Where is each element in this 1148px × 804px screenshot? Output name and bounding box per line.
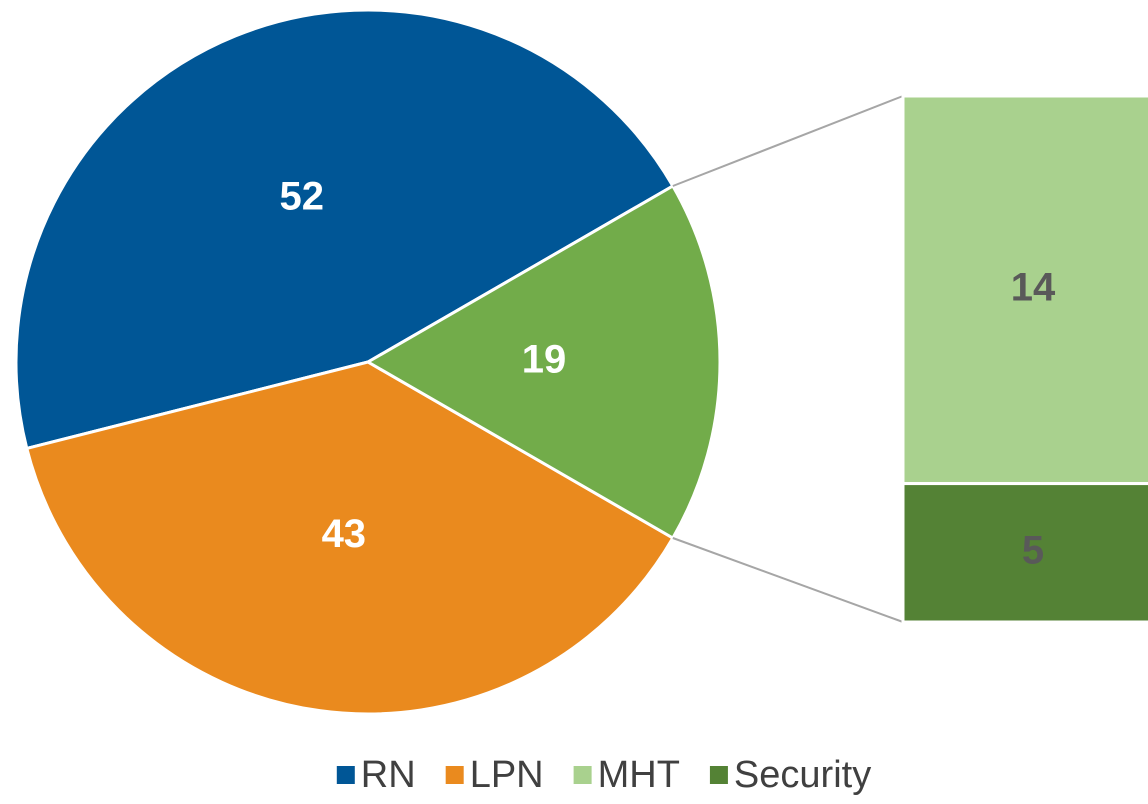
legend-label: Security xyxy=(734,754,871,796)
pie-slice xyxy=(14,8,675,451)
legend-label: RN xyxy=(361,754,416,796)
bar-label: 5 xyxy=(1022,528,1044,572)
pie-slice xyxy=(24,360,675,716)
bar-label: 14 xyxy=(1011,265,1056,309)
legend-swatch xyxy=(573,766,592,784)
slice-label: 19 xyxy=(522,338,567,382)
bar-segment xyxy=(901,482,1148,624)
connector xyxy=(672,95,904,187)
legend-label: LPN xyxy=(470,754,544,796)
connector xyxy=(672,537,904,623)
bar-segment xyxy=(901,94,1148,486)
legend-swatch xyxy=(445,766,464,784)
slice-label: 43 xyxy=(322,512,367,556)
slice-label: 52 xyxy=(280,174,325,218)
pie-slice xyxy=(364,183,722,541)
legend-label: MHT xyxy=(598,754,680,796)
legend-swatch xyxy=(336,766,355,784)
legend-swatch xyxy=(709,766,728,784)
